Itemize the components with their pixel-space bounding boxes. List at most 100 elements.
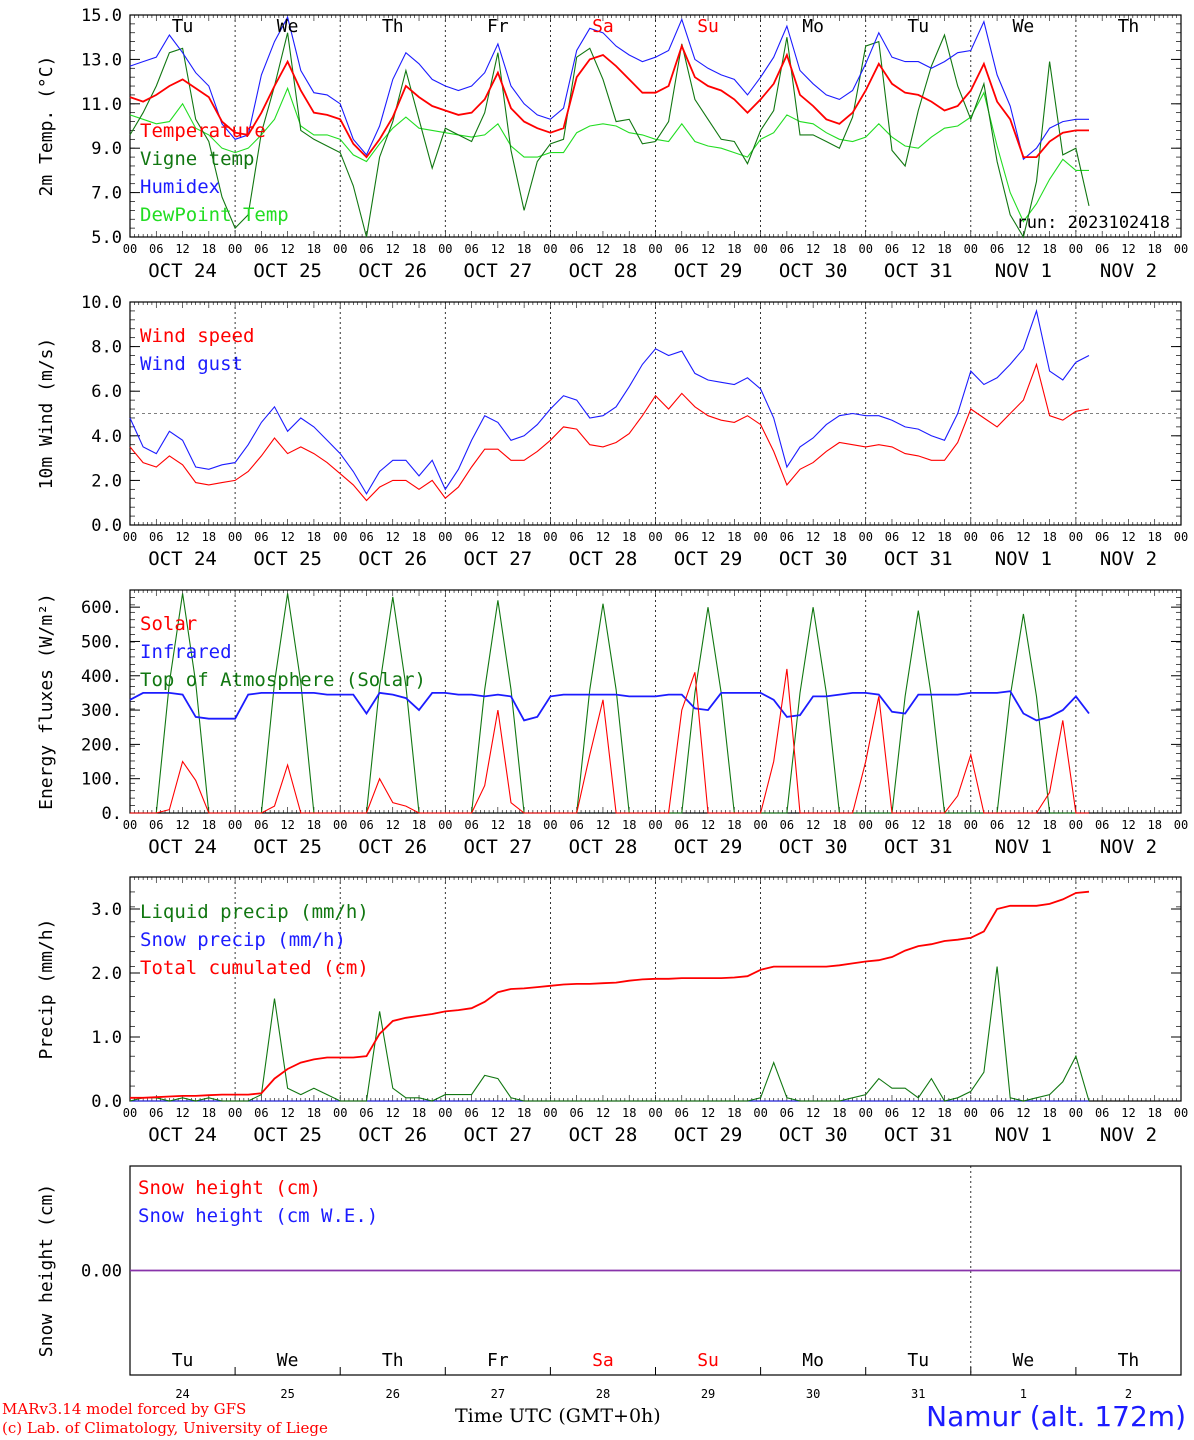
hour-tick-label: 18 bbox=[307, 242, 321, 256]
hour-tick-label: 06 bbox=[149, 818, 163, 832]
legend-entry: Liquid precip (mm/h) bbox=[140, 901, 369, 923]
credit-line-2: (c) Lab. of Climatology, University of L… bbox=[2, 1419, 328, 1437]
hour-tick-label: 18 bbox=[727, 242, 741, 256]
date-label: OCT 27 bbox=[464, 1124, 533, 1146]
hour-tick-label: 00 bbox=[123, 242, 137, 256]
date-label: NOV 2 bbox=[1100, 260, 1157, 282]
date-label: NOV 2 bbox=[1100, 1124, 1157, 1146]
hour-tick-label: 12 bbox=[175, 818, 189, 832]
hour-tick-label: 12 bbox=[701, 242, 715, 256]
hour-tick-label: 18 bbox=[307, 530, 321, 544]
y-axis-label: 2m Temp. (°C) bbox=[36, 56, 57, 197]
hour-tick-label: 18 bbox=[412, 1106, 426, 1120]
day-number-label: 24 bbox=[175, 1387, 189, 1401]
day-of-week-label: Su bbox=[697, 1350, 719, 1371]
hour-tick-label: 00 bbox=[1174, 1106, 1188, 1120]
hour-tick-label: 12 bbox=[596, 1106, 610, 1120]
hour-tick-label: 12 bbox=[386, 242, 400, 256]
hour-tick-label: 18 bbox=[1042, 242, 1056, 256]
date-label: OCT 28 bbox=[569, 836, 638, 858]
y-tick-label: 6.0 bbox=[91, 382, 122, 402]
hour-tick-label: 06 bbox=[990, 242, 1004, 256]
hour-tick-label: 18 bbox=[727, 1106, 741, 1120]
hour-tick-label: 18 bbox=[517, 1106, 531, 1120]
hour-tick-label: 06 bbox=[569, 818, 583, 832]
legend-entry: Top of Atmosphere (Solar) bbox=[140, 669, 426, 691]
date-label: OCT 30 bbox=[779, 260, 848, 282]
y-tick-label: 400. bbox=[81, 667, 122, 687]
hour-tick-label: 18 bbox=[1147, 242, 1161, 256]
hour-tick-label: 06 bbox=[359, 818, 373, 832]
date-label: OCT 31 bbox=[884, 1124, 953, 1146]
day-of-week-label: Tu bbox=[172, 16, 194, 37]
date-label: OCT 24 bbox=[148, 836, 217, 858]
hour-tick-label: 18 bbox=[307, 1106, 321, 1120]
hour-tick-label: 18 bbox=[832, 242, 846, 256]
hour-tick-label: 18 bbox=[517, 818, 531, 832]
hour-tick-label: 00 bbox=[964, 1106, 978, 1120]
y-tick-label: 3.0 bbox=[91, 900, 122, 920]
legend-entry: Snow height (cm) bbox=[138, 1177, 321, 1199]
hour-tick-label: 12 bbox=[280, 818, 294, 832]
hour-tick-label: 00 bbox=[648, 530, 662, 544]
hour-tick-label: 00 bbox=[438, 242, 452, 256]
day-of-week-label: Tu bbox=[907, 1350, 929, 1371]
date-label: NOV 2 bbox=[1100, 836, 1157, 858]
hour-tick-label: 12 bbox=[806, 242, 820, 256]
date-label: OCT 31 bbox=[884, 260, 953, 282]
y-tick-label: 1.0 bbox=[91, 1028, 122, 1048]
date-label: OCT 25 bbox=[253, 836, 322, 858]
day-number-label: 29 bbox=[701, 1387, 715, 1401]
hour-tick-label: 00 bbox=[438, 530, 452, 544]
day-of-week-label: Fr bbox=[487, 16, 509, 37]
legend-entry: Snow height (cm W.E.) bbox=[138, 1205, 378, 1227]
hour-tick-label: 18 bbox=[307, 818, 321, 832]
hour-tick-label: 00 bbox=[858, 530, 872, 544]
hour-tick-label: 00 bbox=[858, 818, 872, 832]
hour-tick-label: 00 bbox=[228, 1106, 242, 1120]
series-line bbox=[130, 668, 1089, 814]
hour-tick-label: 00 bbox=[1069, 1106, 1083, 1120]
y-tick-label: 4.0 bbox=[91, 427, 122, 447]
series-line bbox=[129, 308, 1090, 495]
hour-tick-label: 00 bbox=[438, 818, 452, 832]
hour-tick-label: 12 bbox=[280, 242, 294, 256]
hour-tick-label: 00 bbox=[333, 242, 347, 256]
hour-tick-label: 06 bbox=[885, 242, 899, 256]
hour-tick-label: 12 bbox=[701, 1106, 715, 1120]
hour-tick-label: 00 bbox=[964, 242, 978, 256]
y-axis-label: 10m Wind (m/s) bbox=[36, 338, 57, 490]
day-number-label: 1 bbox=[1020, 1387, 1027, 1401]
date-label: OCT 31 bbox=[884, 548, 953, 570]
legend-entry: Humidex bbox=[140, 176, 220, 198]
hour-tick-label: 06 bbox=[990, 530, 1004, 544]
y-axis-label: Snow height (cm) bbox=[36, 1184, 57, 1357]
hour-tick-label: 12 bbox=[386, 818, 400, 832]
date-label: NOV 1 bbox=[995, 260, 1052, 282]
y-tick-label: 13.0 bbox=[81, 50, 122, 70]
y-tick-label: 300. bbox=[81, 701, 122, 721]
hour-tick-label: 06 bbox=[569, 1106, 583, 1120]
y-tick-label: 500. bbox=[81, 632, 122, 652]
date-label: OCT 26 bbox=[358, 1124, 427, 1146]
hour-tick-label: 06 bbox=[1095, 530, 1109, 544]
hour-tick-label: 18 bbox=[937, 530, 951, 544]
date-label: OCT 29 bbox=[674, 260, 743, 282]
hour-tick-label: 06 bbox=[254, 1106, 268, 1120]
hour-tick-label: 12 bbox=[596, 818, 610, 832]
hour-tick-label: 00 bbox=[228, 530, 242, 544]
hour-tick-label: 18 bbox=[412, 818, 426, 832]
hour-tick-label: 06 bbox=[359, 1106, 373, 1120]
hour-tick-label: 06 bbox=[149, 530, 163, 544]
hour-tick-label: 06 bbox=[990, 818, 1004, 832]
y-tick-label: 0.00 bbox=[81, 1262, 122, 1282]
date-label: OCT 30 bbox=[779, 548, 848, 570]
hour-tick-label: 18 bbox=[1042, 818, 1056, 832]
hour-tick-label: 12 bbox=[596, 242, 610, 256]
hour-tick-label: 06 bbox=[885, 1106, 899, 1120]
hour-tick-label: 18 bbox=[517, 242, 531, 256]
hour-tick-label: 00 bbox=[1174, 530, 1188, 544]
hour-tick-label: 18 bbox=[937, 818, 951, 832]
hour-tick-label: 12 bbox=[386, 530, 400, 544]
